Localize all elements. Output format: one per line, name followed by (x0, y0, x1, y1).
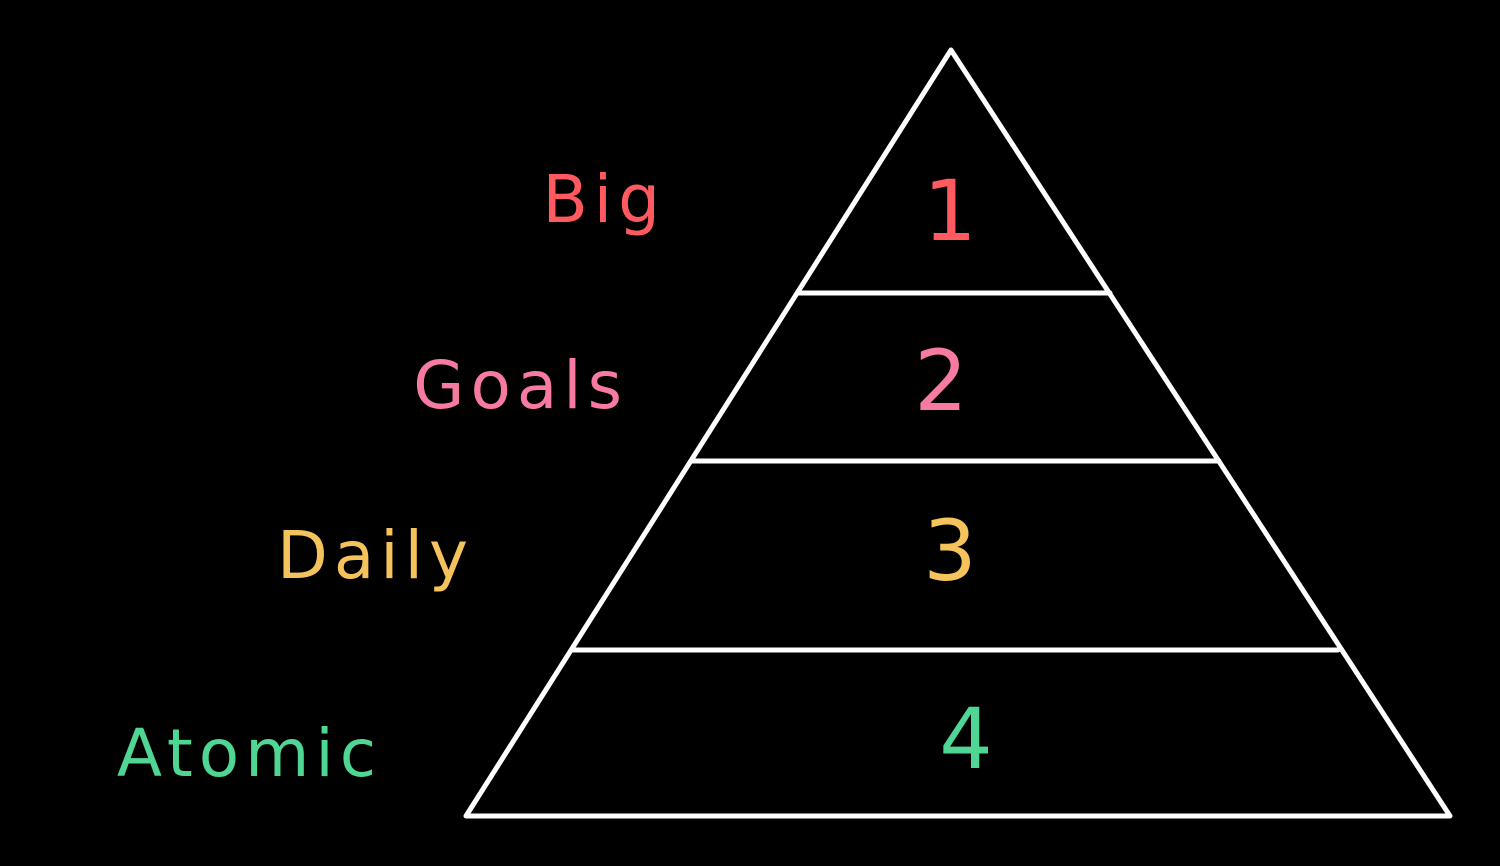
tier-label-4: Atomic (117, 715, 382, 792)
tier-number-2: 2 (914, 332, 967, 430)
tier-label-3: Daily (277, 517, 474, 594)
tier-labels: Big Goals Daily Atomic (117, 161, 666, 792)
tier-numbers: 1 2 3 4 (914, 162, 992, 788)
tier-label-2: Goals (413, 347, 628, 424)
pyramid-outline (463, 47, 1453, 819)
tier-number-4: 4 (939, 690, 992, 788)
tier-number-1: 1 (923, 162, 976, 260)
pyramid-triangle (463, 47, 1453, 819)
tier-number-3: 3 (923, 502, 976, 600)
tier-label-1: Big (542, 161, 666, 238)
